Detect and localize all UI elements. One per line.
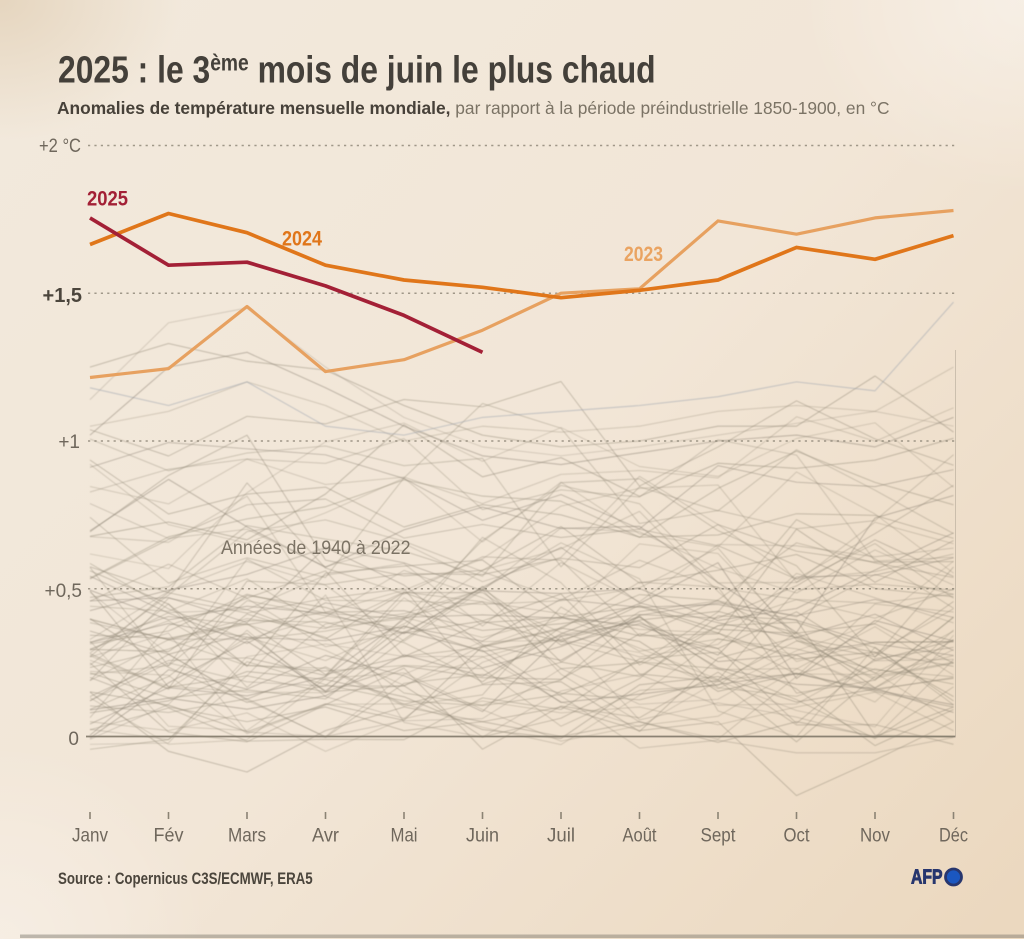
svg-text:+1,5: +1,5 bbox=[43, 285, 82, 307]
svg-text:0: 0 bbox=[68, 729, 79, 750]
svg-text:2025 : le 3ème mois de juin le: 2025 : le 3ème mois de juin le plus chau… bbox=[58, 49, 656, 91]
svg-text:+0,5: +0,5 bbox=[44, 581, 82, 602]
svg-text:AFP: AFP bbox=[911, 866, 943, 889]
svg-text:+2 °C: +2 °C bbox=[39, 136, 81, 157]
svg-text:Janv: Janv bbox=[72, 825, 108, 847]
svg-text:2025: 2025 bbox=[87, 187, 128, 211]
svg-text:Fév: Fév bbox=[154, 825, 184, 847]
svg-text:Sept: Sept bbox=[701, 825, 736, 847]
svg-text:Déc: Déc bbox=[939, 825, 968, 847]
svg-text:Avr: Avr bbox=[312, 825, 339, 847]
svg-text:Nov: Nov bbox=[860, 825, 890, 847]
svg-text:Mars: Mars bbox=[228, 825, 266, 847]
svg-text:Années de 1940 à 2022: Années de 1940 à 2022 bbox=[221, 536, 411, 558]
svg-text:Mai: Mai bbox=[391, 825, 418, 847]
svg-text:2023: 2023 bbox=[624, 242, 663, 266]
svg-text:Juin: Juin bbox=[466, 825, 499, 847]
svg-text:Source : Copernicus C3S/ECMWF,: Source : Copernicus C3S/ECMWF, ERA5 bbox=[58, 870, 313, 889]
svg-text:Anomalies de température mensu: Anomalies de température mensuelle mondi… bbox=[57, 98, 890, 118]
svg-text:Août: Août bbox=[623, 825, 657, 847]
svg-text:+1: +1 bbox=[58, 432, 80, 453]
svg-text:2024: 2024 bbox=[282, 227, 322, 251]
svg-text:Juil: Juil bbox=[547, 825, 575, 847]
svg-text:Oct: Oct bbox=[784, 825, 810, 847]
